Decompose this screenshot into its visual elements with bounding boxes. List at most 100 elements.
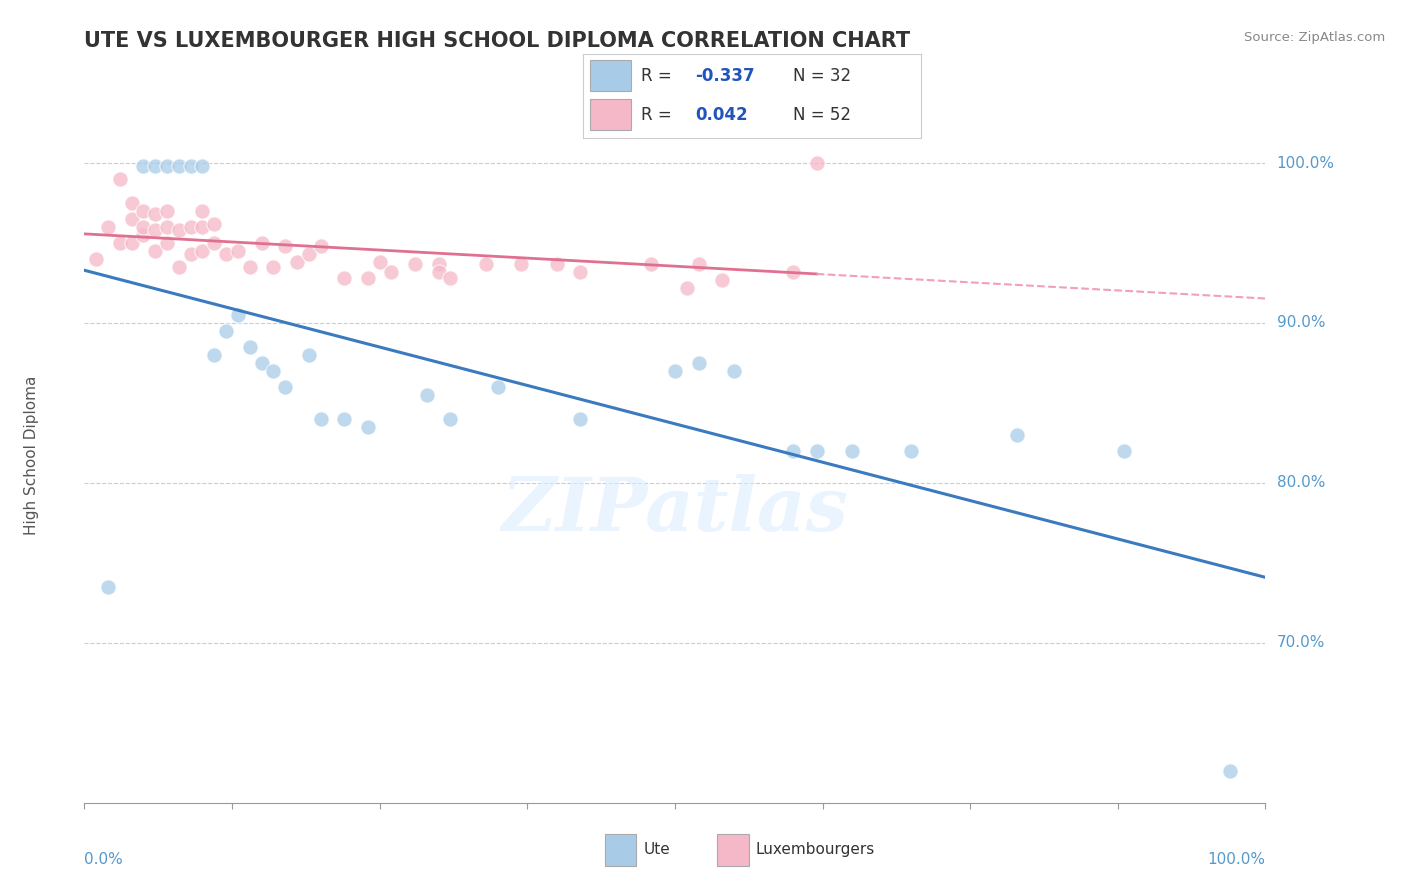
Point [357,271,380,285]
Point [404,257,426,271]
Text: Ute: Ute [644,842,671,857]
Point [250,235,273,250]
Point [167,159,190,173]
Point [84,252,107,266]
Text: N = 32: N = 32 [793,67,851,85]
Point [167,260,190,274]
Point [357,420,380,434]
Point [180,219,202,234]
Text: UTE VS LUXEMBOURGER HIGH SCHOOL DIPLOMA CORRELATION CHART: UTE VS LUXEMBOURGER HIGH SCHOOL DIPLOMA … [84,31,911,51]
Point [1007,428,1029,442]
FancyBboxPatch shape [591,61,631,91]
Point [416,388,439,402]
FancyBboxPatch shape [717,833,748,865]
Point [806,444,828,458]
Text: N = 52: N = 52 [793,105,851,123]
Point [132,204,155,219]
Point [782,444,804,458]
Point [202,217,225,231]
Point [309,412,332,426]
Point [900,444,922,458]
Point [569,412,592,426]
Text: 70.0%: 70.0% [1277,635,1324,650]
Point [191,204,214,219]
Point [486,380,509,394]
Point [226,244,249,258]
Point [274,239,297,253]
Text: 90.0%: 90.0% [1277,316,1324,330]
Point [569,265,592,279]
Point [167,223,190,237]
Point [108,172,131,186]
Point [202,348,225,362]
Point [143,207,166,221]
Point [239,340,262,354]
Point [215,247,238,261]
Point [108,235,131,250]
Point [427,265,450,279]
Point [250,356,273,370]
Point [121,196,143,211]
Point [298,247,321,261]
Text: 100.0%: 100.0% [1277,155,1334,170]
Point [439,412,461,426]
Point [121,212,143,227]
Point [121,235,143,250]
Text: 80.0%: 80.0% [1277,475,1324,491]
Point [132,227,155,242]
Point [675,281,697,295]
Point [1112,444,1135,458]
Point [380,265,402,279]
Point [1219,764,1241,778]
Point [664,364,686,378]
Text: 0.0%: 0.0% [84,852,124,866]
Point [226,308,249,322]
Point [156,219,179,234]
Point [262,364,284,378]
FancyBboxPatch shape [591,99,631,130]
Point [97,580,120,594]
Point [143,244,166,258]
Point [333,412,356,426]
Point [191,159,214,173]
Point [143,159,166,173]
Point [132,219,155,234]
Point [202,235,225,250]
Point [841,444,863,458]
Point [143,223,166,237]
Point [132,159,155,173]
Point [475,257,498,271]
Text: R =: R = [641,105,676,123]
Point [688,356,710,370]
Text: -0.337: -0.337 [695,67,755,85]
Point [368,255,391,269]
Point [782,265,804,279]
Point [688,257,710,271]
Point [309,239,332,253]
Point [806,156,828,170]
FancyBboxPatch shape [605,833,637,865]
Point [640,257,662,271]
Text: 100.0%: 100.0% [1208,852,1265,866]
Point [156,235,179,250]
Point [427,257,450,271]
Point [191,219,214,234]
Point [180,247,202,261]
Point [285,255,308,269]
Text: ZIPatlas: ZIPatlas [502,475,848,547]
Text: R =: R = [641,67,676,85]
Point [156,159,179,173]
Point [723,364,745,378]
Point [274,380,297,394]
Point [510,257,533,271]
Text: 0.042: 0.042 [695,105,748,123]
Point [262,260,284,274]
Point [298,348,321,362]
Point [546,257,568,271]
Point [239,260,262,274]
Point [191,244,214,258]
Text: High School Diploma: High School Diploma [24,376,39,534]
Point [97,219,120,234]
Point [711,273,734,287]
Point [333,271,356,285]
